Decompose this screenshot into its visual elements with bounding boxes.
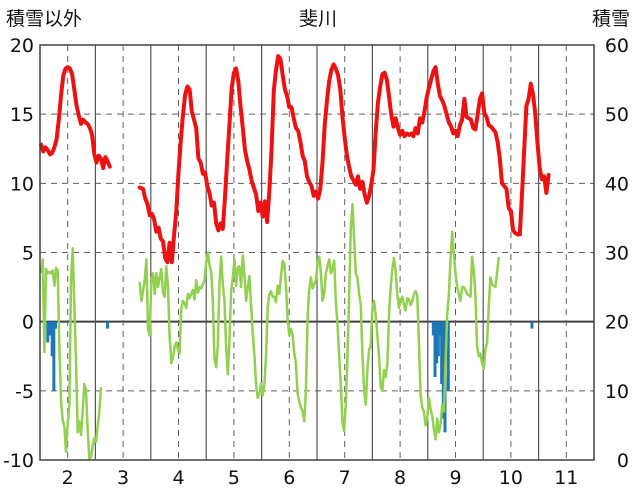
plot-frame — [39, 44, 595, 461]
snow-bar — [438, 321, 442, 336]
left-tick-label: 10 — [10, 173, 34, 195]
left-tick-label: 15 — [10, 104, 34, 126]
right-tick-label: 10 — [605, 381, 629, 403]
snow-bar — [440, 321, 444, 384]
x-axis-ticks: 2 3 4 5 6 7 8 9 10 11 — [62, 467, 579, 489]
right-axis-label: 積雪 — [592, 8, 630, 30]
plot-border — [39, 44, 595, 461]
green-series — [39, 202, 500, 460]
snow-bar — [431, 321, 435, 336]
x-tick-label: 7 — [339, 467, 351, 489]
left-tick-label: 5 — [22, 243, 34, 265]
x-tick-label: 5 — [228, 467, 240, 489]
x-tick-label: 6 — [283, 467, 295, 489]
left-tick-label: -10 — [3, 450, 34, 472]
x-tick-label: 10 — [499, 467, 523, 489]
x-tick-label: 2 — [62, 467, 74, 489]
x-tick-label: 4 — [172, 467, 184, 489]
snow-bar — [530, 321, 534, 329]
right-tick-label: 50 — [605, 104, 629, 126]
left-tick-label: -5 — [15, 381, 34, 403]
right-axis-ticks: 0 10 20 30 40 50 60 — [605, 35, 629, 472]
gridlines — [40, 45, 594, 460]
series-line — [39, 247, 103, 460]
snow-bar — [46, 321, 50, 343]
right-tick-label: 30 — [605, 243, 629, 265]
right-tick-label: 0 — [617, 450, 629, 472]
snow-bar — [48, 321, 52, 336]
series-line — [137, 54, 551, 265]
left-tick-label: 0 — [22, 312, 34, 334]
snow-bar — [106, 321, 110, 329]
right-tick-label: 60 — [605, 35, 629, 57]
x-tick-label: 3 — [117, 467, 129, 489]
right-tick-label: 40 — [605, 173, 629, 195]
x-tick-label: 11 — [554, 467, 578, 489]
series-line — [138, 202, 500, 441]
snow-bar — [435, 321, 439, 364]
snow-bar — [50, 321, 54, 357]
red-series — [39, 54, 551, 265]
snow-bar — [441, 321, 445, 419]
left-axis-ticks: -10 -5 0 5 10 15 20 — [3, 35, 34, 472]
snow-bar — [54, 321, 58, 329]
series-line — [39, 65, 112, 171]
snow-bar — [436, 321, 440, 357]
snow-bar — [52, 321, 56, 391]
left-tick-label: 20 — [10, 35, 34, 57]
chart-title: 斐川 — [299, 8, 337, 30]
x-tick-label: 9 — [449, 467, 461, 489]
snow-bar — [446, 321, 450, 391]
snow-bar — [433, 321, 437, 377]
x-tick-label: 8 — [394, 467, 406, 489]
left-axis-label: 積雪以外 — [6, 8, 82, 30]
right-tick-label: 20 — [605, 312, 629, 334]
